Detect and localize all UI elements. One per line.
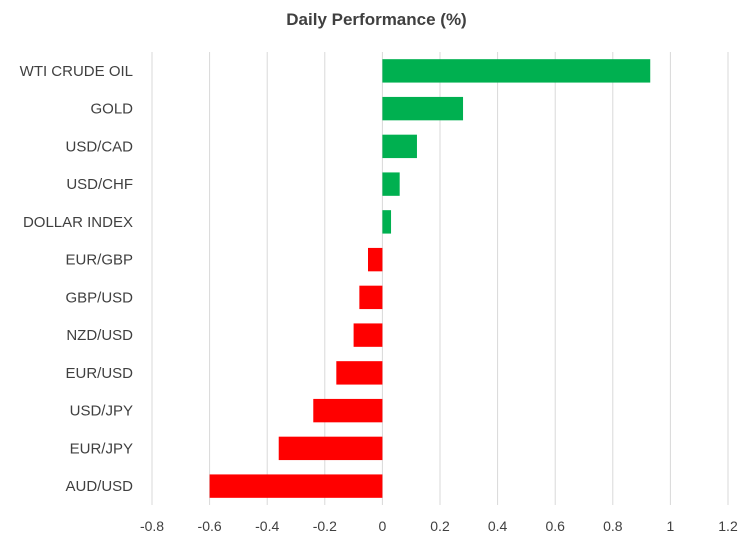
category-label: NZD/USD bbox=[66, 327, 133, 344]
x-tick-label: -0.8 bbox=[140, 518, 164, 534]
category-label: EUR/JPY bbox=[70, 440, 133, 457]
category-label: GBP/USD bbox=[65, 289, 133, 306]
bar bbox=[209, 474, 383, 498]
x-tick-label: 0.8 bbox=[603, 518, 623, 534]
category-label: DOLLAR INDEX bbox=[23, 214, 133, 231]
chart-title: Daily Performance (%) bbox=[286, 10, 467, 29]
category-label: GOLD bbox=[90, 101, 133, 118]
x-tick-label: 1.2 bbox=[718, 518, 738, 534]
bar bbox=[382, 59, 651, 83]
x-tick-label: 1 bbox=[667, 518, 675, 534]
category-label: USD/CAD bbox=[65, 138, 133, 155]
category-label: EUR/USD bbox=[65, 365, 133, 382]
x-tick-label: -0.2 bbox=[313, 518, 337, 534]
category-label: AUD/USD bbox=[65, 478, 133, 495]
bar bbox=[382, 210, 392, 234]
bar bbox=[278, 436, 383, 461]
x-tick-label: -0.4 bbox=[255, 518, 279, 534]
bar bbox=[382, 172, 400, 196]
category-label: USD/CHF bbox=[66, 176, 133, 193]
category-label: EUR/GBP bbox=[65, 252, 133, 269]
bar bbox=[368, 247, 383, 272]
bar bbox=[353, 323, 383, 347]
bar bbox=[359, 285, 383, 310]
x-tick-label: 0 bbox=[379, 518, 387, 534]
bar bbox=[313, 398, 383, 423]
bar bbox=[336, 361, 383, 385]
x-tick-label: 0.6 bbox=[545, 518, 565, 534]
x-tick-label: -0.6 bbox=[198, 518, 222, 534]
bar bbox=[382, 96, 464, 121]
category-label: USD/JPY bbox=[70, 403, 133, 420]
x-tick-label: 0.2 bbox=[430, 518, 450, 534]
category-label: WTI CRUDE OIL bbox=[20, 63, 133, 80]
x-tick-label: 0.4 bbox=[488, 518, 508, 534]
bar bbox=[382, 134, 417, 159]
